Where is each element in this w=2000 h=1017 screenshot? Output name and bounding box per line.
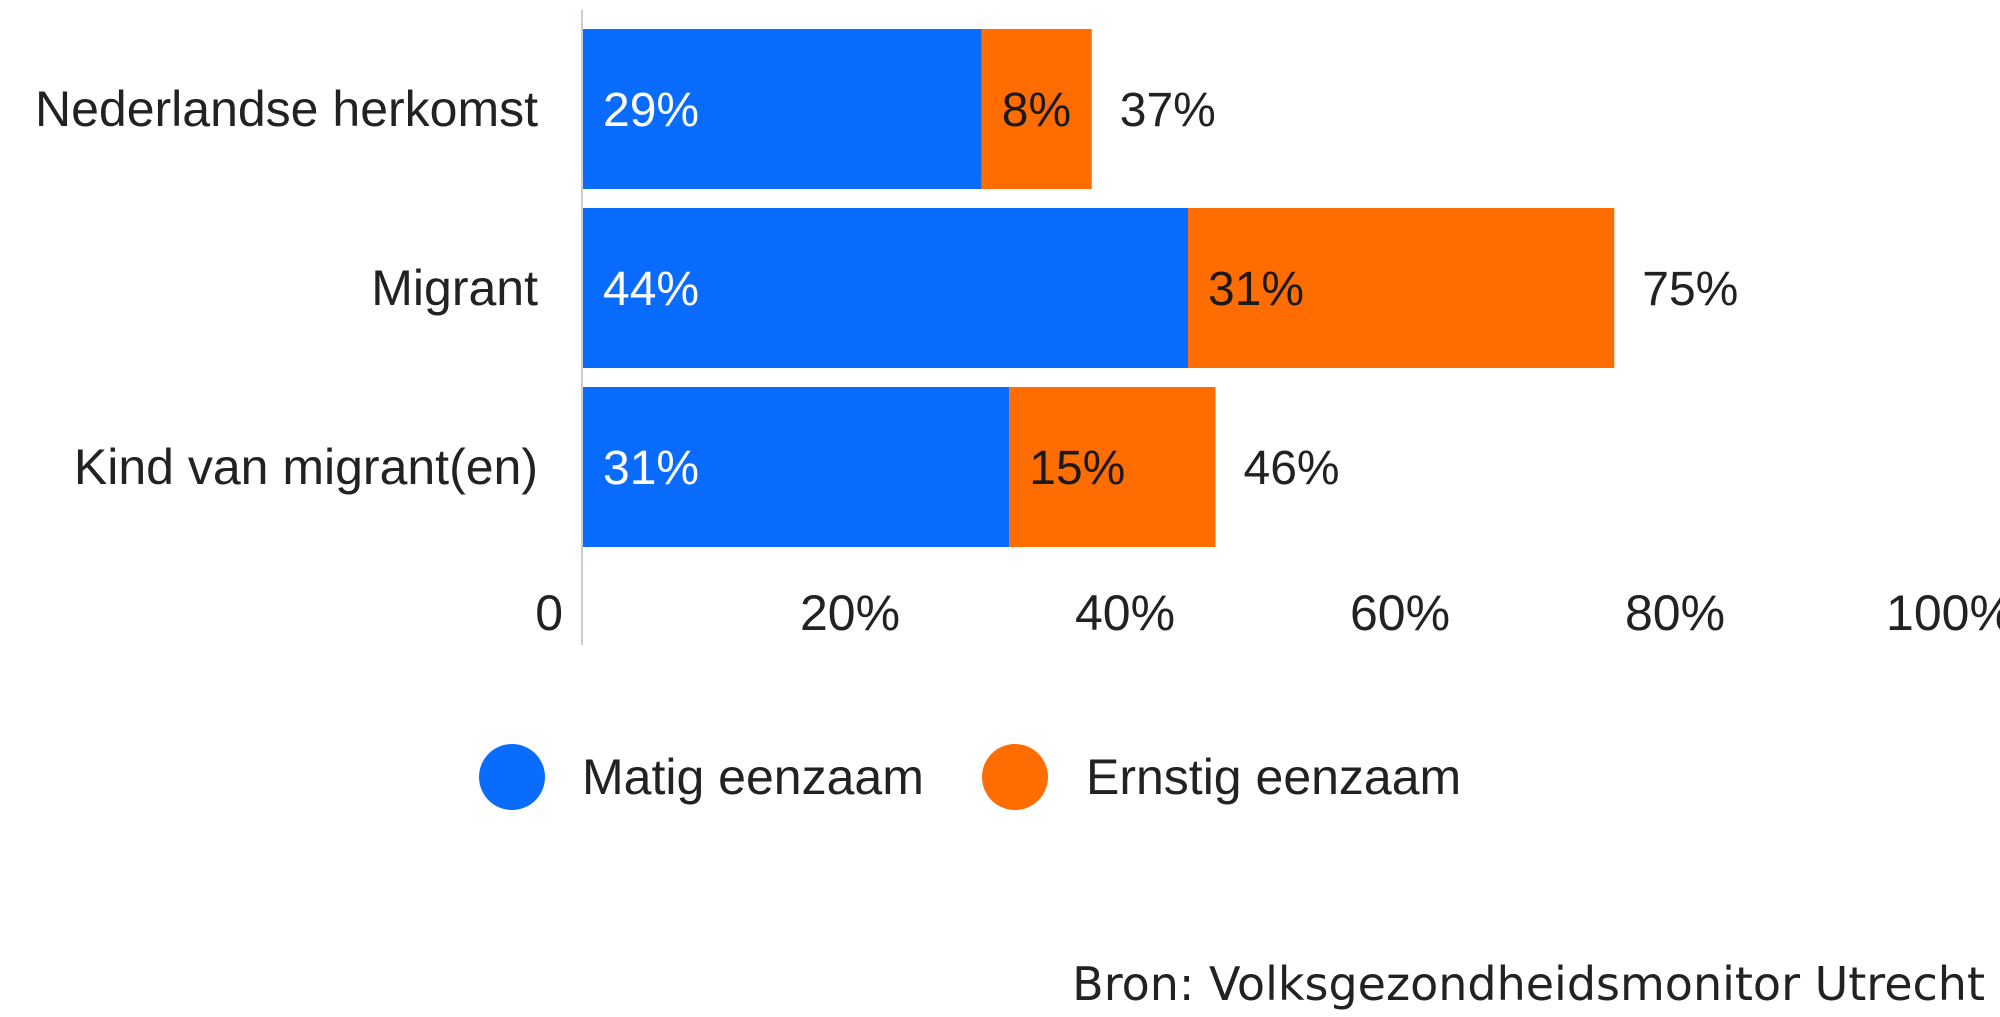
bar-segment-ernstig [1009,387,1216,547]
total-label: 46% [1244,442,1340,495]
category-labels: Nederlandse herkomst Migrant Kind van migr… [35,81,538,495]
x-tick-label: 80% [1625,585,1725,641]
bars-layer: 29% 8% 37% 44% 31% 75% 31% 15% 46% [583,29,1738,547]
legend-marker-matig [479,744,545,810]
total-label: 75% [1642,263,1738,316]
legend: Matig eenzaam Ernstig eenzaam [479,744,1461,810]
data-label: 15% [1029,442,1125,495]
x-tick-label: 60% [1350,585,1450,641]
data-label: 31% [603,442,699,495]
bar-segment-ernstig [981,29,1092,189]
bar-segment-matig [583,208,1188,368]
legend-marker-ernstig [982,744,1048,810]
data-label: 8% [1002,84,1071,137]
legend-label: Ernstig eenzaam [1086,749,1461,805]
bar-segment-matig [583,29,982,189]
category-label: Kind van migrant(en) [74,439,538,495]
x-tick-label: 100% [1886,585,2000,641]
total-label: 37% [1120,84,1216,137]
x-tick-label: 20% [800,585,900,641]
source-text: Bron: Volksgezondheidsmonitor Utrecht [1072,957,1985,1011]
data-label: 31% [1208,263,1304,316]
x-tick-label: 0 [535,585,563,641]
category-label: Migrant [371,260,538,316]
x-tick-labels: 0 20% 40% 60% 80% 100% [535,585,2000,641]
bar-segment-matig [583,387,1010,547]
data-label: 44% [603,263,699,316]
category-label: Nederlandse herkomst [35,81,538,137]
legend-label: Matig eenzaam [582,749,924,805]
bar-segment-ernstig [1188,208,1615,368]
data-label: 29% [603,84,699,137]
x-tick-label: 40% [1075,585,1175,641]
